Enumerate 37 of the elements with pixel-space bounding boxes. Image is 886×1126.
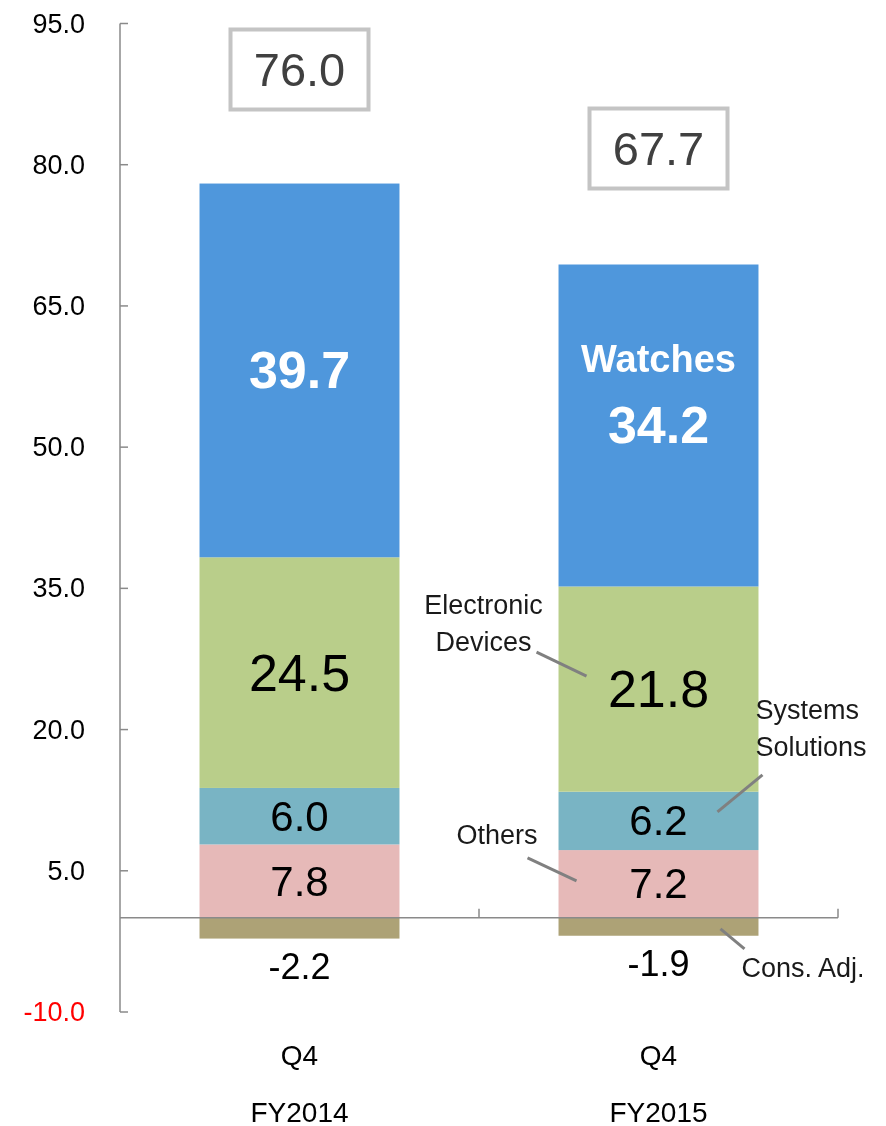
x-tick-label: Q4 FY2015 [609,1039,708,1126]
bar [199,787,400,845]
y-tick-label: -10.0 [23,997,85,1027]
series-label: Systems Solutions [755,695,867,763]
series-label: Watches [581,338,736,381]
data-label: 7.8 [270,857,329,905]
data-label: 6.2 [629,797,688,845]
data-label: -1.9 [627,943,690,985]
total-label: 76.0 [253,43,346,96]
bar [558,850,759,918]
data-label: 21.8 [607,660,710,719]
bar [199,917,400,939]
x-tick-label: Q4 FY2014 [250,1039,349,1126]
y-tick-label: 20.0 [32,714,85,745]
bar [199,183,400,558]
series-label: Electronic Devices [424,589,543,657]
y-tick-label: 5.0 [47,855,85,886]
bar [558,264,759,587]
bar [199,844,400,918]
data-label: 39.7 [248,341,351,400]
total-label: 67.7 [612,122,705,176]
data-label: -2.2 [268,946,331,988]
y-tick-label: 35.0 [32,573,85,604]
bar [558,586,759,792]
bar [558,791,759,851]
y-tick-label: 95.0 [32,8,85,39]
series-label: Others [456,819,538,850]
bar [558,917,759,936]
bar [199,557,400,788]
data-label: 24.5 [248,643,351,702]
data-label: 6.0 [270,792,329,840]
y-tick-label: 65.0 [32,290,85,321]
data-label: 34.2 [607,396,710,455]
data-label: 7.2 [629,860,688,908]
series-label: Cons. Adj. [741,952,865,983]
y-tick-label: 50.0 [32,432,85,463]
y-tick-label: 80.0 [32,149,85,180]
